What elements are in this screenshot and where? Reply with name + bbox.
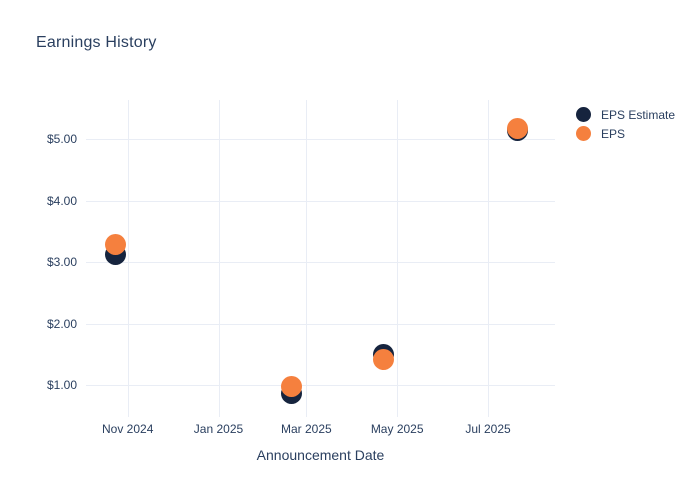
y-gridline bbox=[86, 262, 555, 264]
scatter-point-eps[interactable] bbox=[373, 348, 395, 370]
y-gridline bbox=[86, 323, 555, 325]
x-gridline bbox=[488, 100, 489, 417]
y-gridline bbox=[86, 385, 555, 387]
legend-swatch-circle bbox=[576, 126, 591, 141]
x-tick-label: Jan 2025 bbox=[193, 422, 244, 436]
x-tick-label: Mar 2025 bbox=[280, 422, 332, 436]
chart-title: Earnings History bbox=[36, 34, 157, 51]
x-gridline bbox=[306, 100, 308, 417]
scatter-point-eps[interactable] bbox=[105, 233, 127, 255]
legend-swatch-circle bbox=[576, 107, 591, 122]
plot-area bbox=[86, 100, 555, 417]
scatter-point-eps[interactable] bbox=[280, 375, 302, 397]
legend: EPS Estimate EPS bbox=[576, 105, 675, 143]
x-tick-label: May 2025 bbox=[370, 422, 424, 436]
y-tick-label: $2.00 bbox=[46, 316, 77, 331]
scatter-point-eps[interactable] bbox=[507, 118, 529, 140]
y-tick-label: $4.00 bbox=[46, 193, 77, 208]
x-tick-label: Jul 2025 bbox=[465, 422, 511, 436]
x-axis-title: Announcement Date bbox=[256, 447, 385, 463]
x-gridline bbox=[127, 100, 129, 417]
y-gridline bbox=[86, 200, 555, 202]
x-gridline bbox=[397, 100, 399, 417]
x-gridline bbox=[218, 100, 220, 417]
y-tick-label: $5.00 bbox=[46, 132, 77, 147]
y-tick-label: $3.00 bbox=[46, 255, 77, 270]
legend-label: EPS Estimate bbox=[601, 107, 676, 122]
legend-item-eps[interactable]: EPS bbox=[576, 124, 675, 143]
x-tick-label: Nov 2024 bbox=[102, 422, 154, 436]
y-tick-label: $1.00 bbox=[46, 378, 77, 393]
legend-item-eps-estimate[interactable]: EPS Estimate bbox=[576, 105, 675, 124]
legend-label: EPS bbox=[601, 126, 626, 141]
y-gridline bbox=[86, 139, 555, 141]
